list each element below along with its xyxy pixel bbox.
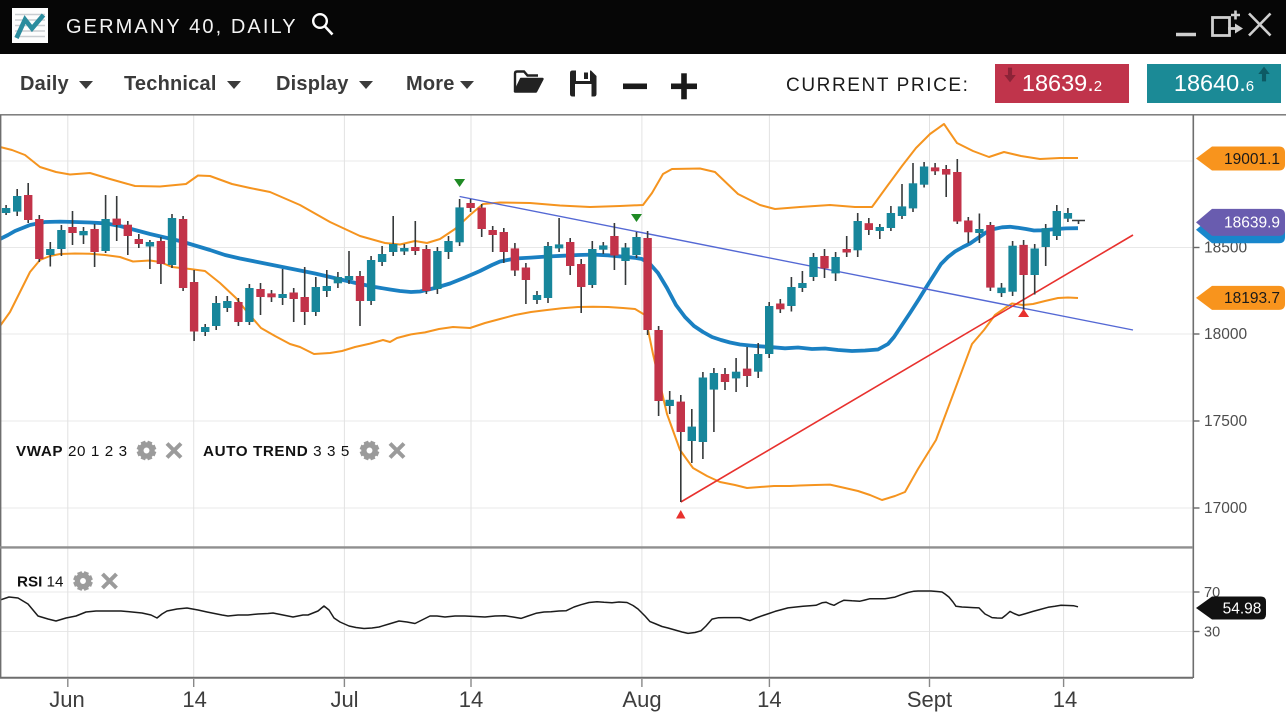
svg-text:30: 30 xyxy=(1204,625,1220,641)
svg-text:14: 14 xyxy=(182,687,206,712)
svg-text:Jul: Jul xyxy=(330,687,358,712)
svg-text:18500: 18500 xyxy=(1204,240,1247,257)
svg-text:VWAP 20 1 2 3: VWAP 20 1 2 3 xyxy=(16,443,128,460)
svg-text:17500: 17500 xyxy=(1204,413,1247,430)
svg-text:Aug: Aug xyxy=(622,687,661,712)
svg-text:Jun: Jun xyxy=(49,687,84,712)
svg-text:14: 14 xyxy=(459,687,483,712)
svg-text:19001.1: 19001.1 xyxy=(1224,151,1280,168)
svg-text:18000: 18000 xyxy=(1204,326,1247,343)
svg-text:17000: 17000 xyxy=(1204,500,1247,517)
svg-text:54.98: 54.98 xyxy=(1223,600,1262,617)
svg-text:AUTO TREND 3 3 5: AUTO TREND 3 3 5 xyxy=(203,443,350,460)
svg-text:RSI 14: RSI 14 xyxy=(17,574,63,591)
svg-text:Sept: Sept xyxy=(907,687,952,712)
svg-text:18193.7: 18193.7 xyxy=(1224,290,1280,307)
svg-text:14: 14 xyxy=(1053,687,1077,712)
svg-text:14: 14 xyxy=(757,687,781,712)
svg-text:18639.9: 18639.9 xyxy=(1224,215,1280,232)
